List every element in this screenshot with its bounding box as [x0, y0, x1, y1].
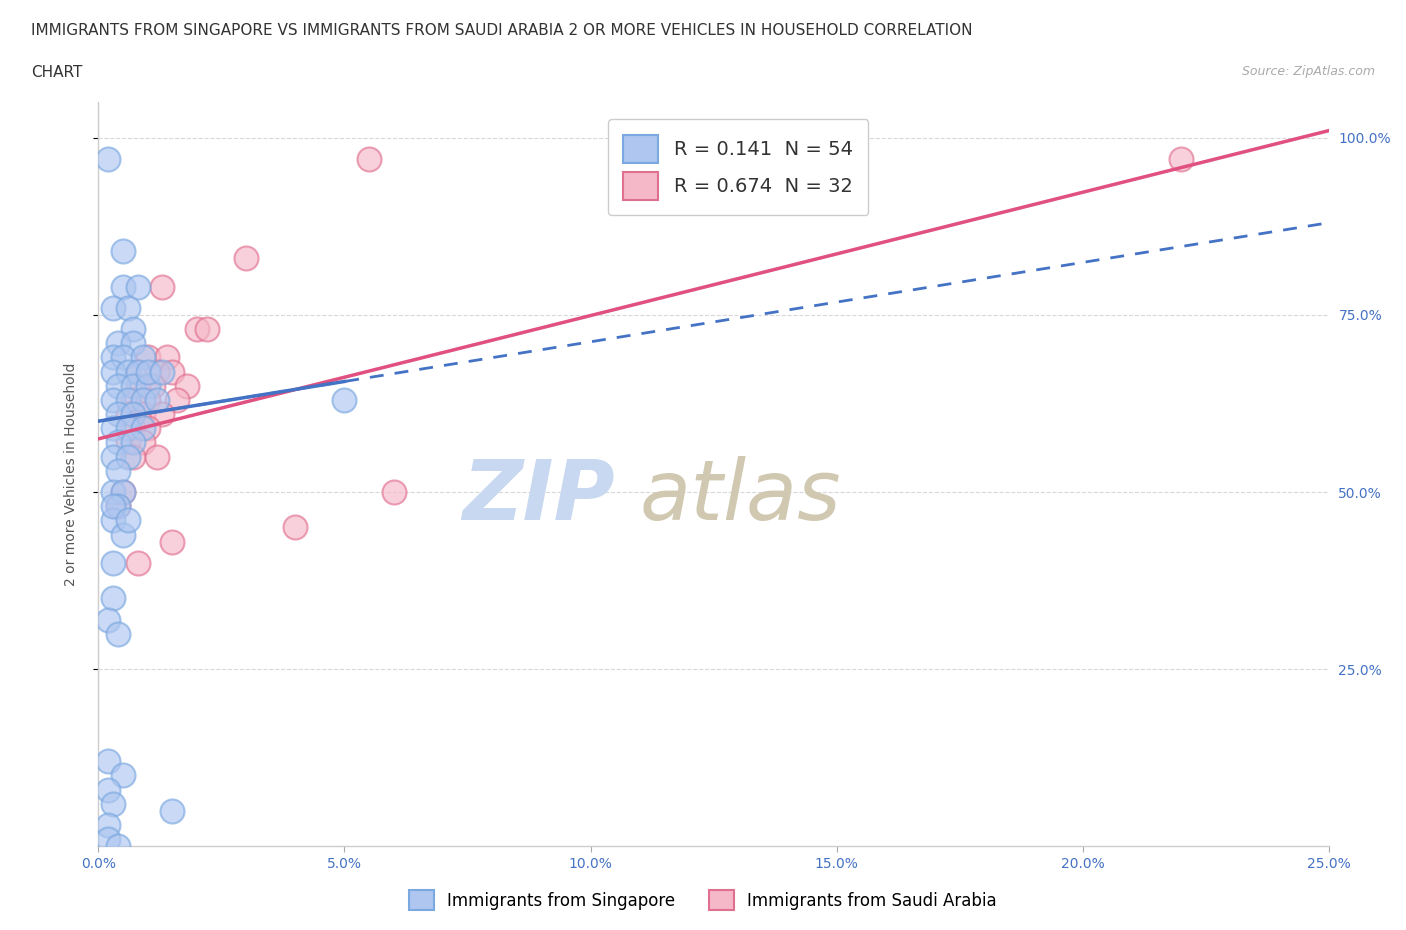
Legend: Immigrants from Singapore, Immigrants from Saudi Arabia: Immigrants from Singapore, Immigrants fr… [402, 884, 1004, 917]
Point [146, 392, 169, 407]
Point [162, 804, 183, 818]
Point [117, 365, 139, 379]
Point [176, 379, 198, 393]
Text: Source: ZipAtlas.com: Source: ZipAtlas.com [1241, 65, 1375, 78]
Point [112, 350, 135, 365]
Point [333, 392, 356, 407]
Point [112, 768, 135, 783]
Point [132, 392, 155, 407]
Point [122, 406, 145, 421]
Point [107, 406, 129, 421]
Point [112, 279, 135, 294]
Point [122, 435, 145, 450]
Point [142, 379, 165, 393]
Point [112, 244, 135, 259]
Point [107, 498, 129, 513]
Point [97, 782, 120, 797]
Point [136, 379, 159, 393]
Point [127, 365, 149, 379]
Point [112, 485, 135, 499]
Point [117, 435, 139, 450]
Point [136, 365, 159, 379]
Point [127, 279, 149, 294]
Point [103, 300, 125, 315]
Point [127, 379, 149, 393]
Point [103, 350, 125, 365]
Point [195, 322, 218, 337]
Point [122, 336, 145, 351]
Point [1170, 152, 1192, 166]
Point [107, 839, 129, 854]
Point [107, 626, 129, 641]
Point [162, 534, 183, 549]
Point [107, 498, 129, 513]
Point [103, 498, 125, 513]
Point [97, 754, 120, 769]
Point [136, 392, 159, 407]
Point [156, 350, 179, 365]
Point [162, 365, 183, 379]
Point [122, 392, 145, 407]
Point [103, 485, 125, 499]
Point [152, 365, 174, 379]
Point [132, 420, 155, 435]
Point [112, 485, 135, 499]
Text: IMMIGRANTS FROM SINGAPORE VS IMMIGRANTS FROM SAUDI ARABIA 2 OR MORE VEHICLES IN : IMMIGRANTS FROM SINGAPORE VS IMMIGRANTS … [31, 23, 973, 38]
Point [132, 435, 155, 450]
Point [112, 527, 135, 542]
Y-axis label: 2 or more Vehicles in Household: 2 or more Vehicles in Household [63, 363, 77, 586]
Point [122, 379, 145, 393]
Point [117, 392, 139, 407]
Text: atlas: atlas [640, 456, 841, 538]
Point [166, 392, 188, 407]
Point [122, 322, 145, 337]
Point [97, 817, 120, 832]
Legend: R = 0.141  N = 54, R = 0.674  N = 32: R = 0.141 N = 54, R = 0.674 N = 32 [607, 119, 869, 216]
Point [117, 300, 139, 315]
Point [235, 251, 257, 266]
Point [103, 449, 125, 464]
Point [284, 520, 307, 535]
Point [186, 322, 208, 337]
Point [107, 435, 129, 450]
Point [117, 406, 139, 421]
Point [127, 555, 149, 570]
Point [107, 463, 129, 478]
Point [122, 420, 145, 435]
Point [103, 591, 125, 605]
Point [97, 152, 120, 166]
Point [136, 350, 159, 365]
Point [359, 152, 381, 166]
Point [103, 420, 125, 435]
Point [127, 365, 149, 379]
Point [132, 406, 155, 421]
Point [97, 831, 120, 846]
Point [107, 336, 129, 351]
Point [107, 379, 129, 393]
Text: CHART: CHART [31, 65, 83, 80]
Point [103, 365, 125, 379]
Point [146, 365, 169, 379]
Text: ZIP: ZIP [463, 456, 616, 538]
Point [152, 406, 174, 421]
Point [103, 513, 125, 528]
Point [117, 449, 139, 464]
Point [97, 612, 120, 627]
Point [103, 392, 125, 407]
Point [152, 279, 174, 294]
Point [382, 485, 405, 499]
Point [103, 796, 125, 811]
Point [146, 449, 169, 464]
Point [117, 513, 139, 528]
Point [136, 420, 159, 435]
Point [103, 555, 125, 570]
Point [132, 350, 155, 365]
Point [117, 420, 139, 435]
Point [122, 449, 145, 464]
